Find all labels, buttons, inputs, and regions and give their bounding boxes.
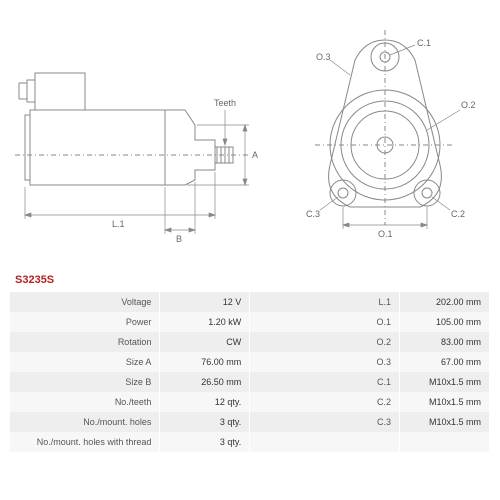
spec-value: 67.00 mm: [400, 352, 490, 372]
spec-value: 1.20 kW: [160, 312, 250, 332]
label-c2: C.2: [451, 209, 465, 219]
spec-label: O.1: [250, 312, 400, 332]
spec-label: [250, 432, 400, 452]
spec-label: C.3: [250, 412, 400, 432]
label-l1: L.1: [112, 219, 125, 229]
spec-label: No./mount. holes: [10, 412, 160, 432]
spec-row: Size B26.50 mmC.1M10x1.5 mm: [10, 372, 490, 392]
label-c1: C.1: [417, 38, 431, 48]
spec-row: RotationCWO.283.00 mm: [10, 332, 490, 352]
spec-label: No./teeth: [10, 392, 160, 412]
spec-value: 83.00 mm: [400, 332, 490, 352]
spec-row: No./teeth12 qty.C.2M10x1.5 mm: [10, 392, 490, 412]
spec-value: 12 qty.: [160, 392, 250, 412]
side-view-drawing: [5, 15, 265, 265]
spec-value: 12 V: [160, 292, 250, 312]
label-a: A: [252, 150, 258, 160]
spec-value: 3 qty.: [160, 432, 250, 452]
spec-label: O.3: [250, 352, 400, 372]
spec-value: 76.00 mm: [160, 352, 250, 372]
spec-value: 202.00 mm: [400, 292, 490, 312]
label-c3: C.3: [306, 209, 320, 219]
label-o3: O.3: [316, 52, 331, 62]
spec-row: No./mount. holes with thread3 qty.: [10, 432, 490, 452]
spec-value: M10x1.5 mm: [400, 412, 490, 432]
diagram-area: Teeth A B L.1 O.3 O.2 O.1 C.1 C.2 C.3: [0, 0, 500, 270]
spec-label: No./mount. holes with thread: [10, 432, 160, 452]
front-view-drawing: [275, 15, 495, 265]
spec-row: No./mount. holes3 qty.C.3M10x1.5 mm: [10, 412, 490, 432]
spec-value: M10x1.5 mm: [400, 392, 490, 412]
spec-row: Power1.20 kWO.1105.00 mm: [10, 312, 490, 332]
label-b: B: [176, 234, 182, 244]
spec-value: 26.50 mm: [160, 372, 250, 392]
spec-label: Voltage: [10, 292, 160, 312]
spec-value: 3 qty.: [160, 412, 250, 432]
spec-label: Power: [10, 312, 160, 332]
spec-label: Rotation: [10, 332, 160, 352]
spec-table: Voltage12 VL.1202.00 mmPower1.20 kWO.110…: [10, 292, 490, 452]
spec-row: Size A76.00 mmO.367.00 mm: [10, 352, 490, 372]
spec-label: C.1: [250, 372, 400, 392]
spec-label: L.1: [250, 292, 400, 312]
spec-value: 105.00 mm: [400, 312, 490, 332]
label-teeth: Teeth: [214, 98, 236, 108]
spec-value: [400, 432, 490, 452]
spec-label: Size A: [10, 352, 160, 372]
spec-value: M10x1.5 mm: [400, 372, 490, 392]
spec-row: Voltage12 VL.1202.00 mm: [10, 292, 490, 312]
part-number: S3235S: [15, 274, 54, 286]
spec-label: Size B: [10, 372, 160, 392]
spec-label: C.2: [250, 392, 400, 412]
label-o2: O.2: [461, 100, 476, 110]
spec-label: O.2: [250, 332, 400, 352]
spec-value: CW: [160, 332, 250, 352]
label-o1: O.1: [378, 229, 393, 239]
